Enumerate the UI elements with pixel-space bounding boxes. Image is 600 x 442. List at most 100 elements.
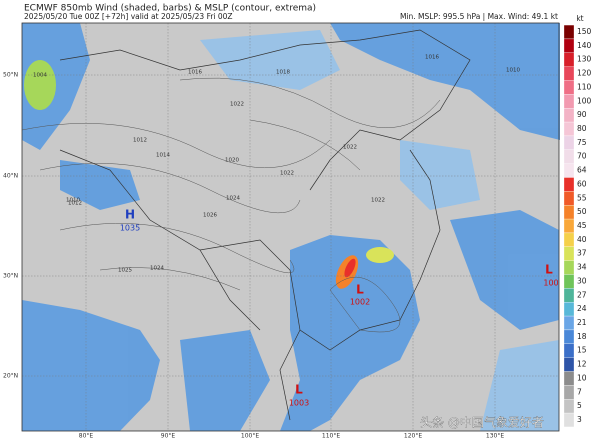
colorbar-label: 50 [577,207,587,216]
colorbar-swatch [563,24,575,40]
colorbar-label: 110 [577,82,592,91]
colorbar-unit: kt [576,14,583,23]
colorbar-label: 70 [577,152,587,161]
colorbar-label: 140 [577,41,592,50]
isobar-label: 1012 [133,138,147,144]
subtitle: 2025/05/20 Tue 00Z [+72h] valid at 2025/… [24,12,233,21]
low-value: 1003 [289,399,309,408]
extrema: H 1035 L 1002 L 1003 L 100 [120,208,559,408]
colorbar-label: 10 [577,373,587,382]
colorbar-label: 150 [577,27,592,36]
colorbar-label: 15 [577,346,587,355]
lon-labels: 80°E 90°E 100°E 110°E 120°E 130°E [79,433,505,440]
isobar-label: 1022 [230,102,244,108]
colorbar-label: 75 [577,138,587,147]
colorbar-label: 18 [577,332,587,341]
isobar-label: 1025 [118,268,132,274]
colorbar-swatch [563,357,575,372]
colorbar-swatch [563,121,575,137]
isobar-label: 1022 [280,171,294,177]
isobar-label: 1022 [371,198,385,204]
lon-label: 130°E [486,433,504,440]
colorbar-label: 7 [577,387,582,396]
colorbar: kt 1501401301201101009080757064605550454… [563,14,592,428]
high-value: 1035 [120,224,140,233]
map-area [21,22,560,432]
colorbar-swatch [563,343,575,358]
colorbar-swatch [563,412,575,428]
lon-label: 80°E [79,433,94,440]
colorbar-swatch [563,399,575,414]
colorbar-label: 3 [577,415,582,424]
colorbar-swatch [563,149,575,164]
colorbar-label: 80 [577,124,587,133]
lat-label: 50°N [3,72,18,79]
isobar-labels: 1004 1016 1018 1022 1014 1012 1010 1020 … [33,55,520,274]
map-frame [21,22,560,432]
colorbar-swatch [563,302,575,317]
isobar-label: 1020 [225,158,239,164]
isobar-label: 1014 [156,153,170,159]
wind-shading-yellow [366,247,394,263]
colorbar-swatch [563,52,575,67]
isobar-label: 1010 [66,198,80,204]
colorbar-swatch [563,315,575,331]
low-symbol: L [295,383,303,397]
colorbar-swatch [563,246,575,261]
colorbar-label: 21 [577,318,587,327]
wind-shading-green [24,60,56,110]
low-value: 1002 [350,298,370,307]
colorbar-label: 45 [577,221,587,230]
low-value: 100 [543,279,558,288]
lat-label: 20°N [3,373,18,380]
wind-shading-red [344,258,356,278]
colorbar-swatch [563,218,575,234]
colorbar-label: 55 [577,193,587,202]
colorbar-label: 40 [577,235,587,244]
isobar-label: 1016 [188,70,202,76]
lat-labels: 50°N 40°N 30°N 20°N [3,72,18,380]
lat-label: 30°N [3,273,18,280]
colorbar-swatch [563,385,575,400]
colorbar-swatch [563,205,575,220]
colorbar-swatch [563,135,575,150]
isobar-lines [21,77,441,333]
colorbar-swatch [563,371,575,386]
colorbar-label: 64 [577,166,587,175]
colorbar-label: 34 [577,263,587,272]
colorbar-swatch [563,191,575,206]
colorbar-label: 24 [577,304,587,313]
isobar-label: 1012 [68,201,82,207]
low-symbol: L [545,263,553,277]
lon-label: 90°E [161,433,176,440]
lon-label: 120°E [404,433,422,440]
colorbar-swatch [563,177,575,192]
lat-label: 40°N [3,173,18,180]
low-symbol: L [356,283,364,297]
isobar-label: 1018 [276,70,290,76]
colorbar-swatch [563,329,575,344]
lon-label: 100°E [241,433,259,440]
colorbar-swatch [563,163,575,178]
colorbar-swatch [563,94,575,109]
isobar-label: 1010 [506,68,520,74]
graticule [22,23,559,431]
high-symbol: H [125,208,135,222]
colorbar-label: 12 [577,360,587,369]
colorbar-label: 130 [577,55,592,64]
isobar-label: 1022 [343,145,357,151]
watermark: 头条 @中国气象爱好者 [420,415,544,430]
colorbar-label: 5 [577,401,582,410]
isobar-label: 1016 [425,55,439,61]
isobar-label: 1004 [33,73,47,79]
colorbar-swatch [563,38,575,53]
isobar-label: 1024 [226,196,240,202]
colorbar-swatch [563,260,575,275]
colorbar-swatch [563,108,575,123]
colorbar-swatch [563,66,575,81]
colorbar-swatch [563,80,575,95]
colorbar-label: 100 [577,96,592,105]
isobar-label: 1024 [150,266,164,272]
colorbar-label: 37 [577,249,587,258]
